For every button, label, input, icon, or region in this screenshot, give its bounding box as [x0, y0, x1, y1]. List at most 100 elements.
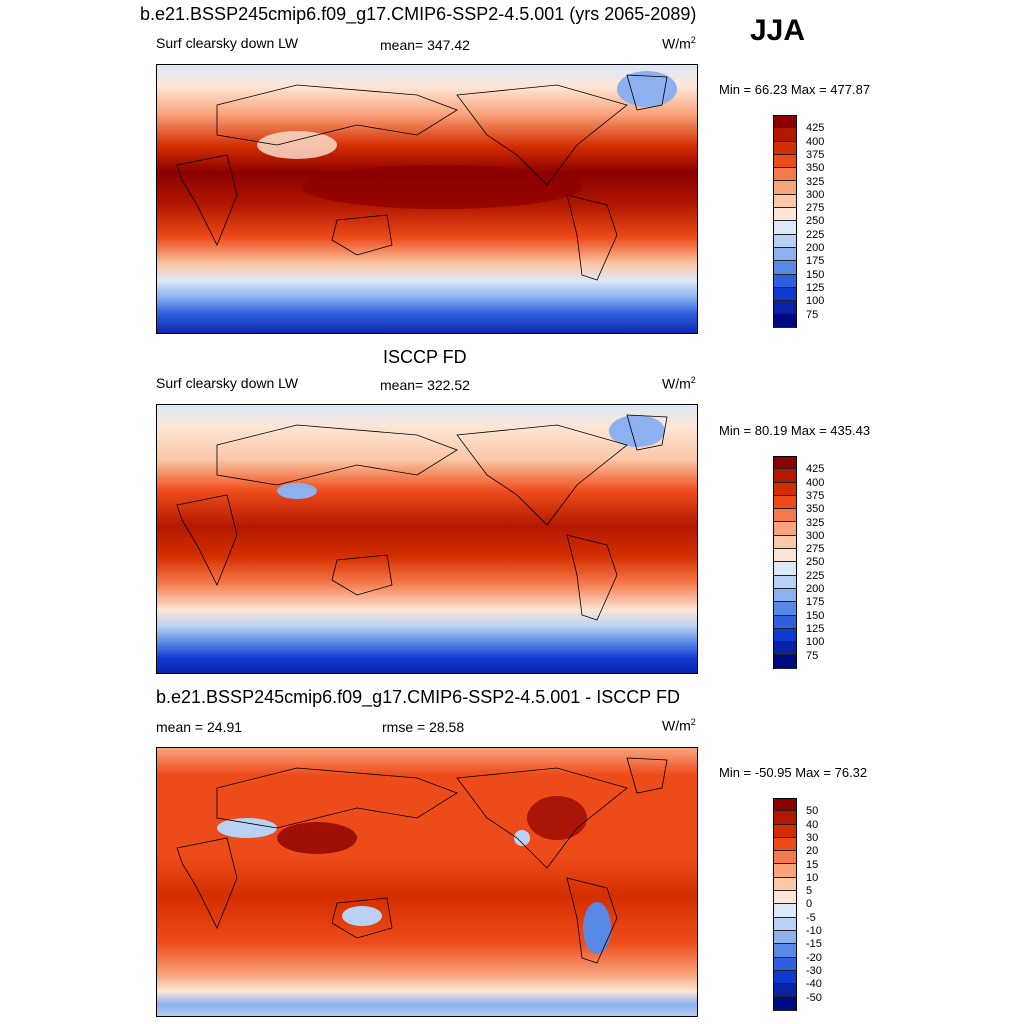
colorbar-tick-label: 425	[806, 122, 825, 135]
colorbar-segment	[773, 221, 797, 235]
colorbar-tick-label: -15	[806, 938, 822, 951]
colorbar-tick-label: 0	[806, 898, 813, 911]
colorbar-tick-label: 350	[806, 162, 825, 175]
colorbar-tick-label: 225	[806, 569, 825, 582]
colorbar-segment	[773, 535, 797, 550]
colorbar-segment	[773, 997, 797, 1011]
colorbar-segment	[773, 168, 797, 182]
colorbar-segment	[773, 877, 797, 892]
panel3-minmax: Min = -50.95 Max = 76.32	[719, 765, 868, 780]
colorbar-tick-label: 50	[806, 805, 819, 818]
panel2-variable: Surf clearsky down LW	[156, 375, 299, 391]
colorbar-segment	[773, 509, 797, 523]
colorbar-segment	[773, 970, 797, 985]
colorbar-tick-label: 200	[806, 242, 825, 254]
panel2-colorbar	[773, 456, 797, 669]
colorbar-tick-label: 375	[806, 489, 825, 502]
panel2-mean: mean= 322.52	[380, 377, 470, 393]
colorbar-segment	[773, 957, 797, 971]
colorbar-tick-label: 150	[806, 268, 825, 281]
panel3-title: b.e21.BSSP245cmip6.f09_g17.CMIP6-SSP2-4.…	[156, 687, 680, 707]
colorbar-segment	[773, 562, 797, 576]
colorbar-tick-label: -10	[806, 925, 822, 937]
colorbar-tick-label: 10	[806, 871, 819, 884]
colorbar-segment	[773, 314, 797, 328]
colorbar-segment	[773, 655, 797, 669]
colorbar-segment	[773, 615, 797, 629]
colorbar-tick-label: -5	[806, 911, 816, 924]
colorbar-segment	[773, 824, 797, 838]
colorbar-segment	[773, 194, 797, 209]
panel3-mean: mean = 24.91	[156, 719, 243, 735]
panel3-units: W/m2	[662, 717, 696, 734]
colorbar-segment	[773, 602, 797, 616]
colorbar-segment	[773, 141, 797, 155]
colorbar-tick-label: 40	[806, 818, 819, 831]
colorbar-segment	[773, 495, 797, 510]
colorbar-segment	[773, 456, 797, 470]
colorbar-segment	[773, 469, 797, 483]
colorbar-segment	[773, 930, 797, 945]
colorbar-tick-label: 15	[806, 858, 819, 871]
panel1-mean: mean= 347.42	[380, 37, 470, 53]
colorbar-segment	[773, 115, 797, 129]
colorbar-tick-label: 200	[806, 583, 825, 595]
colorbar-segment	[773, 154, 797, 169]
colorbar-tick-label: 275	[806, 202, 825, 215]
colorbar-segment	[773, 944, 797, 958]
colorbar-tick-label: -30	[806, 964, 822, 977]
colorbar-tick-label: 400	[806, 135, 825, 148]
colorbar-tick-label: 175	[806, 255, 825, 268]
colorbar-segment	[773, 549, 797, 563]
panel2-map	[156, 404, 698, 674]
colorbar-tick-label: 100	[806, 295, 825, 308]
colorbar-tick-label: 100	[806, 636, 825, 649]
colorbar-tick-label: -50	[806, 991, 822, 1004]
colorbar-tick-label: 375	[806, 148, 825, 161]
panel2-units: W/m2	[662, 375, 696, 392]
colorbar-tick-label: 125	[806, 622, 825, 635]
panel1-colorbar	[773, 115, 797, 328]
colorbar-tick-label: -20	[806, 951, 822, 964]
colorbar-segment	[773, 575, 797, 589]
colorbar-segment	[773, 482, 797, 496]
panel1-minmax: Min = 66.23 Max = 477.87	[719, 82, 871, 97]
panel3-colorbar	[773, 798, 797, 1011]
colorbar-segment	[773, 261, 797, 275]
colorbar-tick-label: 20	[806, 845, 819, 858]
colorbar-tick-label: 75	[806, 649, 819, 662]
panel2-title: ISCCP FD	[383, 347, 467, 367]
figure-title: b.e21.BSSP245cmip6.f09_g17.CMIP6-SSP2-4.…	[140, 4, 697, 24]
panel2-minmax: Min = 80.19 Max = 435.43	[719, 423, 871, 438]
season-label: JJA	[750, 14, 806, 47]
colorbar-segment	[773, 287, 797, 302]
colorbar-segment	[773, 588, 797, 603]
colorbar-tick-label: 325	[806, 516, 825, 529]
colorbar-tick-label: 75	[806, 308, 819, 321]
colorbar-segment	[773, 984, 797, 998]
colorbar-tick-label: 30	[806, 831, 819, 844]
colorbar-tick-label: 325	[806, 175, 825, 188]
panel1-map	[156, 64, 698, 334]
colorbar-segment	[773, 128, 797, 142]
colorbar-tick-label: 300	[806, 529, 825, 542]
panel1-units: W/m2	[662, 35, 696, 52]
colorbar-segment	[773, 864, 797, 878]
colorbar-tick-label: 225	[806, 228, 825, 241]
colorbar-tick-label: 400	[806, 476, 825, 489]
panel1-variable: Surf clearsky down LW	[156, 35, 299, 51]
colorbar-segment	[773, 837, 797, 852]
colorbar-segment	[773, 181, 797, 195]
colorbar-tick-label: 300	[806, 188, 825, 201]
colorbar-segment	[773, 917, 797, 931]
colorbar-tick-label: 275	[806, 543, 825, 556]
colorbar-tick-label: 350	[806, 503, 825, 516]
panel3-map	[156, 747, 698, 1017]
colorbar-tick-label: 250	[806, 215, 825, 228]
colorbar-tick-label: 125	[806, 281, 825, 294]
colorbar-segment	[773, 851, 797, 865]
colorbar-segment	[773, 904, 797, 918]
colorbar-segment	[773, 208, 797, 222]
colorbar-segment	[773, 301, 797, 315]
colorbar-tick-label: 425	[806, 463, 825, 476]
